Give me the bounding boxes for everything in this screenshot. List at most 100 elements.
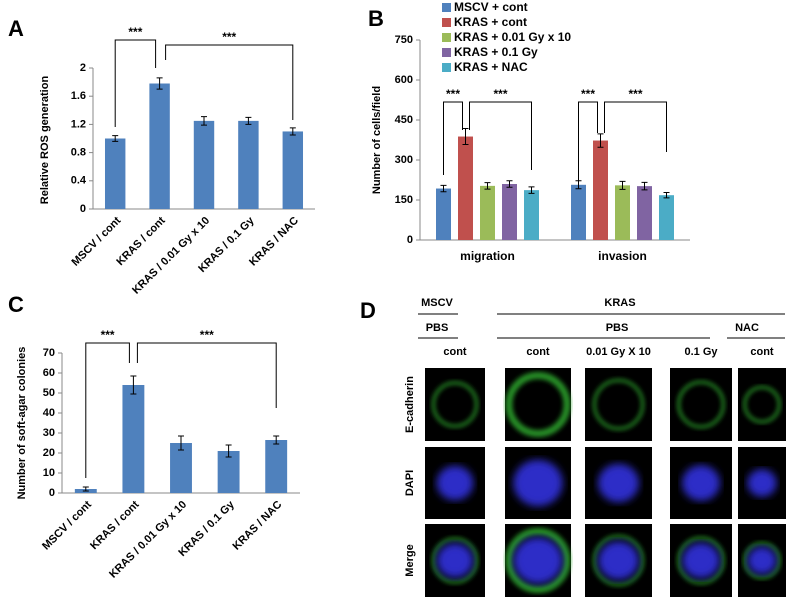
x-tick-label: KRAS / 0.01 Gy x 10 [130, 215, 212, 297]
y-tick-label: 150 [395, 194, 413, 206]
micrograph [670, 368, 732, 441]
error-bar [462, 128, 469, 146]
bar [593, 140, 608, 240]
bar [480, 185, 495, 240]
y-tick-label: 0.8 [71, 147, 86, 159]
significance-bracket [165, 44, 294, 120]
error-bar [663, 192, 670, 199]
y-tick-label: 30 [43, 427, 55, 439]
y-tick-label: 50 [43, 387, 55, 399]
y-axis-label: Relative ROS generation [39, 76, 51, 205]
ecadherin-stain [505, 527, 571, 594]
bar [149, 83, 170, 209]
legend-swatch [442, 18, 451, 27]
error-bar [201, 116, 207, 126]
dapi-stain [436, 465, 474, 501]
panel: B 0 150 300 450 600 750 Number of cells/field mi… [368, 0, 690, 263]
y-axis-label: Number of cells/field [371, 86, 383, 194]
error-bar [528, 186, 535, 194]
legend-label: KRAS + 0.1 Gy [454, 45, 538, 59]
bar [217, 451, 240, 493]
y-tick-label: 0 [80, 203, 86, 215]
error-bar [273, 435, 280, 445]
significance-label: *** [581, 87, 595, 101]
y-tick-label: 450 [395, 114, 413, 126]
significance-bracket [604, 101, 667, 152]
bar [659, 195, 674, 240]
micrograph [425, 368, 485, 441]
condition-label: 0.01 Gy X 10 [586, 346, 651, 358]
bar [170, 443, 192, 493]
legend-label: KRAS + NAC [454, 60, 528, 74]
y-axis-label: Number of soft-agar colonies [16, 347, 28, 500]
significance-label: *** [101, 328, 115, 342]
treatment-label: NAC [735, 322, 759, 334]
bar [615, 185, 630, 240]
error-bar [156, 77, 163, 90]
group-label: KRAS [604, 297, 635, 309]
bar [265, 440, 288, 493]
x-tick-label: KRAS / NAC [231, 499, 285, 553]
dapi-stain [597, 541, 640, 580]
ecadherin-stain [592, 534, 645, 587]
y-tick-label: 0.4 [71, 175, 87, 187]
bar [502, 184, 517, 240]
panel-label: C [8, 292, 24, 317]
error-bar [289, 127, 296, 136]
panel-label: B [368, 6, 384, 31]
legend-swatch [442, 3, 451, 12]
dapi-stain [597, 463, 640, 503]
bar [193, 120, 215, 209]
y-tick-label: 600 [395, 74, 413, 86]
bar [571, 184, 586, 240]
significance-bracket [136, 342, 277, 408]
ecadherin-stain [431, 537, 479, 584]
significance-label: *** [222, 30, 236, 44]
dapi-stain [682, 465, 720, 501]
condition-label: cont [750, 346, 774, 358]
error-bar [178, 435, 184, 451]
x-tick-label: MSCV / cont [40, 498, 94, 552]
error-bar [82, 486, 89, 492]
condition-label: cont [443, 346, 467, 358]
row-label: E-cadherin [404, 376, 416, 433]
condition-label: 0.1 Gy [684, 346, 718, 358]
significance-bracket [85, 342, 130, 478]
error-bar [130, 375, 137, 395]
dapi-stain [436, 543, 474, 578]
y-tick-label: 750 [395, 34, 413, 46]
dapi-stain [513, 537, 563, 584]
y-tick-label: 40 [43, 407, 55, 419]
error-bar [440, 184, 447, 193]
significance-label: *** [493, 87, 507, 101]
error-bar [506, 180, 513, 188]
row-label: DAPI [404, 470, 416, 496]
significance-bracket [469, 101, 532, 170]
bar [238, 120, 259, 209]
bar [458, 136, 473, 240]
group-label: MSCV [421, 297, 453, 309]
legend-swatch [442, 63, 451, 72]
legend-label: MSCV + cont [454, 0, 528, 14]
error-bar [484, 182, 491, 190]
y-tick-label: 0 [49, 487, 55, 499]
ecadherin-stain [743, 541, 781, 580]
x-tick-label: KRAS / cont [88, 498, 142, 552]
error-bar [112, 135, 119, 142]
bar [524, 190, 539, 240]
error-bar [619, 180, 626, 190]
error-bar [225, 444, 232, 458]
legend-swatch [442, 33, 451, 42]
legend-label: KRAS + 0.01 Gy x 10 [454, 30, 571, 44]
error-bar [245, 116, 252, 125]
error-bar [597, 133, 604, 148]
panel-label: D [360, 298, 376, 323]
bar [637, 186, 652, 240]
treatment-label: PBS [426, 322, 449, 334]
y-tick-label: 1.2 [71, 118, 86, 130]
y-tick-label: 300 [395, 154, 413, 166]
y-tick-label: 2 [80, 62, 86, 74]
significance-label: *** [128, 25, 142, 39]
